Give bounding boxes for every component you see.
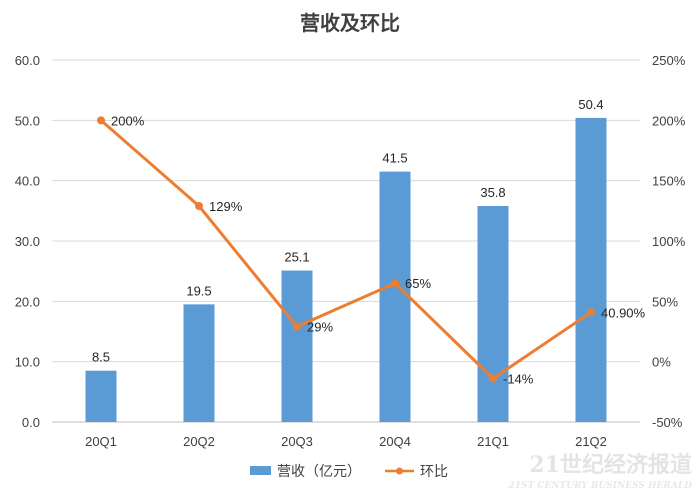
growth-line (97, 116, 595, 383)
line-value-label: 65% (405, 276, 431, 291)
right-tick-label: -50% (652, 415, 683, 430)
line-marker-20Q3 (293, 322, 301, 331)
watermark-sub: 21ST CENTURY BUSINESS HERALD (507, 481, 692, 491)
bar-20Q1 (85, 370, 117, 422)
right-tick-label: 200% (652, 113, 686, 128)
line-value-label: 29% (307, 320, 333, 335)
bar-20Q3 (281, 270, 313, 422)
x-tick-label: 21Q1 (477, 434, 509, 449)
legend-bar-label: 营收（亿元） (277, 464, 361, 480)
right-tick-label: 150% (652, 174, 686, 189)
growth-line-path (99, 118, 593, 381)
x-tick-label: 20Q2 (183, 434, 215, 449)
bar-value-label: 8.5 (92, 350, 110, 365)
left-tick-label: 0.0 (22, 415, 40, 430)
bar-value-label: 35.8 (480, 185, 505, 200)
chart-title: 营收及环比 (300, 11, 400, 35)
gridlines (52, 59, 640, 423)
left-tick-label: 40.0 (15, 174, 40, 189)
bar-20Q4 (379, 171, 411, 422)
line-marker-20Q2 (195, 202, 203, 211)
left-tick-label: 10.0 (15, 355, 40, 370)
bar-21Q1 (477, 206, 509, 422)
x-tick-label: 20Q1 (85, 434, 117, 449)
bar-value-label: 41.5 (382, 151, 407, 166)
right-axis-ticks: -50% 0% 50% 100% 150% 200% 250% (652, 53, 686, 430)
left-tick-label: 30.0 (15, 234, 40, 249)
right-tick-label: 250% (652, 53, 686, 68)
line-value-label: 129% (209, 199, 243, 214)
left-tick-label: 20.0 (15, 294, 40, 309)
bar-20Q2 (183, 304, 215, 422)
watermark-main: 21世纪经济报道 (529, 452, 692, 478)
line-marker-20Q4 (391, 279, 399, 288)
bar-value-label: 19.5 (186, 283, 211, 298)
legend-line-label: 环比 (420, 464, 448, 480)
line-data-labels: 200% 129% 29% 65% -14% 40.90% (111, 113, 646, 386)
x-tick-label: 20Q4 (379, 434, 411, 449)
right-tick-label: 50% (652, 294, 678, 309)
bar-value-label: 25.1 (284, 250, 309, 265)
left-tick-label: 50.0 (15, 113, 40, 128)
bar-21Q2 (575, 117, 607, 423)
revenue-bars (85, 117, 607, 423)
x-tick-label: 21Q2 (575, 434, 607, 449)
line-marker-21Q2 (587, 308, 595, 317)
x-tick-label: 20Q3 (281, 434, 313, 449)
legend-line-marker (396, 467, 403, 475)
bar-data-labels: 8.5 19.5 25.1 41.5 35.8 50.4 (92, 97, 604, 365)
bar-value-label: 50.4 (578, 97, 603, 112)
line-value-label: 40.90% (601, 305, 646, 320)
line-marker-21Q1 (489, 374, 497, 383)
right-tick-label: 100% (652, 234, 686, 249)
right-tick-label: 0% (652, 355, 671, 370)
x-axis-ticks: 20Q1 20Q2 20Q3 20Q4 21Q1 21Q2 (85, 434, 607, 449)
legend: 营收（亿元） 环比 (250, 464, 448, 480)
line-value-label: -14% (503, 372, 534, 387)
watermark: 21世纪经济报道 21ST CENTURY BUSINESS HERALD (507, 452, 692, 491)
line-value-label: 200% (111, 113, 145, 128)
line-marker-20Q1 (97, 116, 105, 125)
legend-bar-swatch (250, 466, 271, 475)
left-axis-ticks: 0.0 10.0 20.0 30.0 40.0 50.0 60.0 (15, 53, 40, 430)
left-tick-label: 60.0 (15, 53, 40, 68)
